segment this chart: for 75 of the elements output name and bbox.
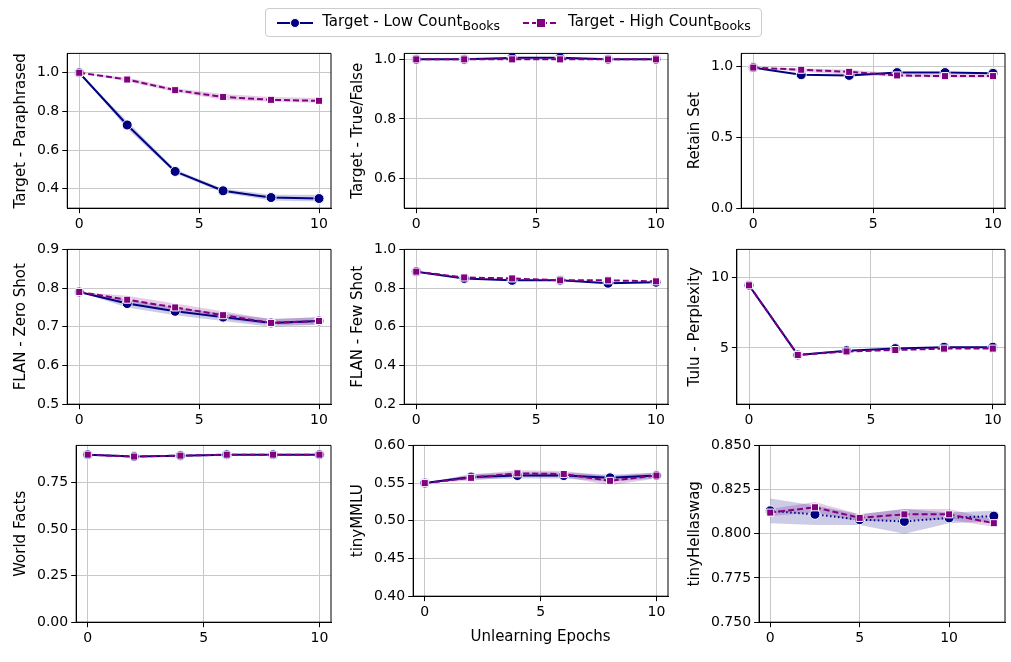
x-tick-label: 0 — [420, 603, 430, 620]
y-axis-title: FLAN - Few Shot — [347, 265, 366, 388]
y-axis-title: FLAN - Zero Shot — [10, 263, 29, 391]
y-tick-label: 0.50 — [37, 519, 69, 536]
x-tick-label: 5 — [531, 215, 541, 232]
x-tick-label: 0 — [83, 629, 93, 646]
y-tick-label: 0.40 — [374, 586, 406, 603]
x-tick-label: 5 — [194, 215, 204, 232]
x-tick-label: 0 — [765, 629, 775, 646]
x-tick-label: 10 — [940, 629, 959, 646]
y-tick-label: 0.25 — [37, 566, 69, 583]
y-axis-title: Retain Set — [684, 92, 703, 170]
x-axis-title: Unlearning Epochs — [470, 626, 611, 645]
x-tick-label: 10 — [647, 411, 665, 428]
y-tick-label: 0.850 — [710, 436, 752, 453]
y-tick-label: 0.6 — [37, 356, 60, 373]
y-tick-label: 0.75 — [37, 473, 69, 490]
x-tick-label: 5 — [855, 629, 865, 646]
x-tick-label: 10 — [310, 411, 328, 428]
y-tick-label: 0.00 — [37, 612, 69, 629]
y-axis-title: Target - Paraphrased — [10, 53, 29, 210]
y-axis-title: Target - True/False — [347, 62, 366, 200]
x-tick-label: 5 — [531, 411, 541, 428]
y-tick-label: 0.6 — [374, 169, 397, 186]
y-tick-label: 0.775 — [710, 568, 752, 585]
y-axis-title: World Facts — [10, 490, 29, 577]
y-tick-label: 0.9 — [37, 240, 60, 257]
y-tick-label: 0.5 — [711, 127, 734, 144]
x-tick-label: 5 — [194, 411, 204, 428]
y-tick-label: 10 — [710, 268, 729, 285]
x-tick-label: 5 — [199, 629, 209, 646]
x-tick-label: 10 — [647, 215, 665, 232]
y-axis-title: tinyHellaswag — [684, 481, 703, 587]
y-tick-label: 0.750 — [710, 612, 752, 629]
x-tick-label: 5 — [536, 603, 546, 620]
y-tick-label: 1.0 — [711, 56, 734, 73]
y-tick-label: 1.0 — [374, 240, 397, 257]
y-tick-label: 0.5 — [37, 394, 60, 411]
x-tick-label: 10 — [984, 215, 1002, 232]
x-tick-label: 0 — [748, 215, 758, 232]
x-tick-label: 10 — [310, 215, 328, 232]
x-tick-label: 5 — [866, 411, 876, 428]
y-tick-label: 0.45 — [374, 549, 406, 566]
y-tick-label: 0.4 — [37, 179, 60, 196]
y-tick-label: 0.8 — [37, 102, 60, 119]
x-tick-label: 0 — [411, 411, 421, 428]
x-tick-label: 0 — [74, 411, 84, 428]
y-tick-label: 0.55 — [374, 473, 406, 490]
y-tick-label: 0.4 — [374, 356, 397, 373]
x-tick-label: 10 — [983, 411, 1002, 428]
y-tick-label: 1.0 — [374, 49, 397, 66]
y-tick-label: 0.50 — [374, 511, 406, 528]
y-tick-label: 5 — [719, 338, 729, 355]
legend-label: Target - Low Count$_{Books}$ — [322, 12, 501, 33]
x-tick-label: 10 — [310, 629, 329, 646]
y-axis-title: tinyMMLU — [347, 484, 366, 558]
x-tick-label: 5 — [868, 215, 878, 232]
y-tick-label: 0.0 — [711, 198, 734, 215]
y-axis-title: Tulu - Perplexity — [684, 266, 703, 388]
x-tick-label: 0 — [411, 215, 421, 232]
y-tick-label: 0.825 — [710, 480, 752, 497]
y-tick-label: 1.0 — [37, 63, 60, 80]
y-tick-label: 0.8 — [374, 278, 397, 295]
y-tick-label: 0.6 — [37, 140, 60, 157]
y-tick-label: 0.8 — [374, 109, 397, 126]
y-tick-label: 0.2 — [374, 394, 397, 411]
y-tick-label: 0.7 — [37, 317, 60, 334]
x-tick-label: 0 — [744, 411, 754, 428]
y-tick-label: 0.800 — [710, 524, 752, 541]
y-tick-label: 0.60 — [374, 436, 406, 453]
x-tick-label: 0 — [74, 215, 84, 232]
x-tick-label: 10 — [647, 603, 666, 620]
y-tick-label: 0.8 — [37, 278, 60, 295]
y-tick-label: 0.6 — [374, 317, 397, 334]
legend-label: Target - High Count$_{Books}$ — [568, 12, 751, 33]
